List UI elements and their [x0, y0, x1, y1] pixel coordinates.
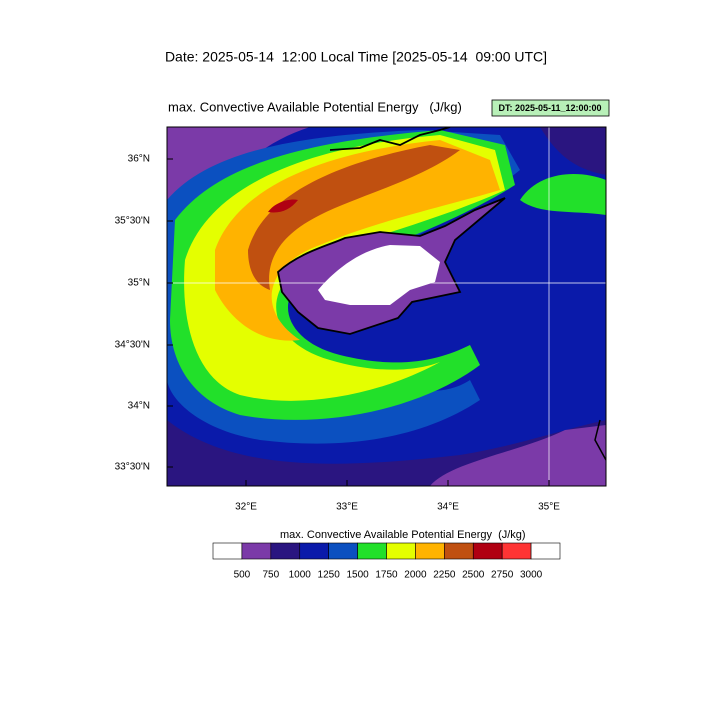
colorbar-swatch [270, 542, 301, 560]
lon-label: 32°E [235, 502, 257, 513]
colorbar-label: 1250 [318, 570, 341, 581]
colorbar-label: 500 [234, 570, 251, 581]
map [167, 127, 606, 486]
colorbar-swatch [386, 542, 416, 560]
lat-label: 35°N [128, 278, 150, 289]
map-frame [166, 126, 607, 487]
colorbar-label: 2000 [404, 570, 427, 581]
colorbar-title: max. Convective Available Potential Ener… [280, 529, 526, 541]
colorbar-swatch [501, 542, 532, 560]
colorbar-label: 3000 [520, 570, 543, 581]
page-title: Date: 2025-05-14 12:00 Local Time [2025-… [165, 49, 547, 65]
lat-label: 34°N [128, 401, 150, 412]
map-title: max. Convective Available Potential Ener… [168, 99, 462, 114]
lon-label: 35°E [538, 502, 560, 513]
lon-label: 33°E [336, 502, 358, 513]
lat-label: 35°30'N [115, 216, 150, 227]
colorbar-label: 1000 [289, 570, 312, 581]
colorbar-label: 2500 [462, 570, 485, 581]
colorbar-swatch [415, 542, 445, 560]
colorbar-swatch [241, 542, 272, 560]
colorbar-swatch [472, 542, 503, 560]
colorbar-swatch [444, 542, 474, 560]
run-label-box [491, 99, 610, 117]
lat-label: 34°30'N [115, 340, 150, 351]
colorbar-label: 2250 [433, 570, 456, 581]
colorbar-swatch [357, 542, 387, 560]
run-label: DT: 2025-05-11_12:00:00 [498, 103, 601, 113]
lon-label: 34°E [437, 502, 459, 513]
colorbar-swatch [328, 542, 358, 560]
lat-label: 33°30'N [115, 462, 150, 473]
colorbar-swatch [212, 542, 243, 560]
colorbar-label: 750 [262, 570, 279, 581]
colorbar-label: 2750 [491, 570, 514, 581]
colorbar-swatch [299, 542, 329, 560]
colorbar-swatch [530, 542, 561, 560]
colorbar-label: 1750 [375, 570, 398, 581]
lat-label: 36°N [128, 154, 150, 165]
colorbar-label: 1500 [346, 570, 369, 581]
